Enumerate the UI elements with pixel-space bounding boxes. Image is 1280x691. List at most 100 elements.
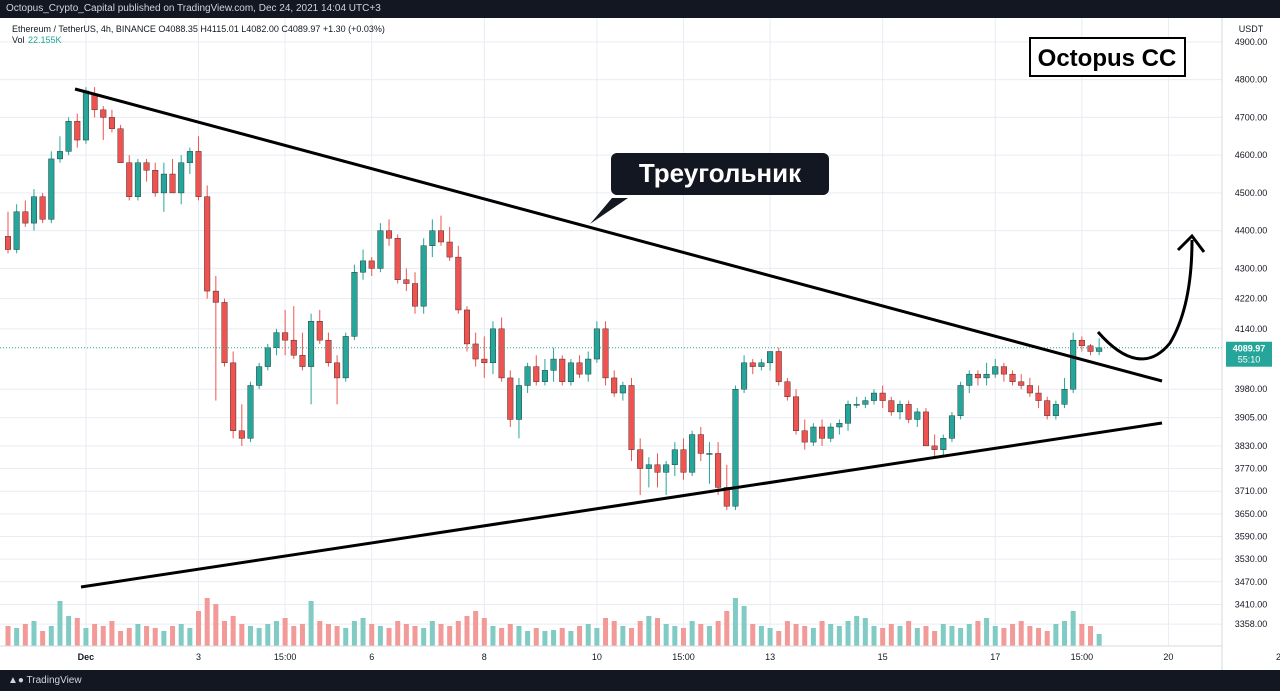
volume-bar	[412, 626, 418, 646]
chart-frame[interactable]: Треугольник Octopus CC Ethereum / Tether…	[0, 18, 1280, 670]
candle	[689, 430, 696, 477]
volume-bar	[603, 618, 609, 646]
volume-bar	[144, 626, 150, 646]
volume-bar	[92, 624, 98, 646]
candle	[940, 434, 947, 458]
candle	[611, 370, 618, 397]
volume-bar	[455, 621, 461, 646]
candle	[749, 359, 756, 375]
volume-bar	[629, 628, 635, 646]
candle	[498, 317, 505, 382]
volume-bar	[992, 626, 998, 646]
candle	[394, 234, 401, 284]
candle	[91, 87, 98, 118]
y-tick-label: 3905.00	[1235, 413, 1268, 423]
candle	[793, 389, 800, 435]
candle	[334, 355, 341, 405]
last-price-value: 4089.97	[1233, 344, 1266, 354]
volume-bar	[1044, 631, 1050, 646]
candle	[65, 117, 72, 156]
volume-bar	[507, 624, 513, 646]
candle	[143, 158, 150, 182]
volume-bar	[5, 626, 11, 646]
candle	[567, 359, 574, 386]
candle	[160, 162, 167, 212]
volume-bar	[447, 626, 453, 646]
volume-bar	[1001, 628, 1007, 646]
volume-bar	[1096, 634, 1102, 646]
price-chart[interactable]: Треугольник Octopus CC Ethereum / Tether…	[0, 18, 1280, 670]
volume-bar	[958, 628, 964, 646]
candle	[879, 385, 886, 409]
symbol-legend: Ethereum / TetherUS, 4h, BINANCE O4088.3…	[12, 24, 385, 34]
x-tick-label: 15	[878, 652, 888, 662]
volume-bar	[923, 626, 929, 646]
grid	[0, 18, 1222, 646]
candle	[186, 147, 193, 175]
candle	[48, 151, 55, 224]
candle	[351, 264, 358, 341]
volume-bar	[975, 621, 981, 646]
candle	[342, 332, 349, 382]
volume-bar	[758, 626, 764, 646]
volume-bar	[265, 624, 271, 646]
footer-bar: ▲● TradingView	[0, 670, 1280, 691]
y-tick-label: 3980.00	[1235, 384, 1268, 394]
candle	[576, 355, 583, 378]
candle	[1026, 377, 1033, 397]
candle	[741, 355, 748, 394]
candle	[1070, 332, 1077, 394]
candle	[4, 211, 11, 254]
candle	[178, 155, 185, 205]
candle	[680, 438, 687, 480]
candle	[1061, 377, 1068, 409]
volume-bar	[1088, 626, 1093, 646]
publish-line: Octopus_Crypto_Capital published on Trad…	[6, 3, 381, 14]
candle	[403, 268, 410, 292]
volume-bar	[698, 624, 704, 646]
volume-bar	[247, 626, 253, 646]
volume-bar	[568, 631, 574, 646]
volume-bar	[1053, 624, 1059, 646]
tradingview-logo: ▲●	[8, 675, 24, 686]
volume-bar	[204, 598, 210, 646]
volume-bar	[551, 630, 557, 646]
volume-bar	[776, 631, 782, 646]
candle	[888, 396, 895, 416]
volume-bar	[914, 628, 920, 646]
candle	[386, 219, 393, 246]
candle	[420, 238, 427, 314]
x-tick-label: 17	[990, 652, 1000, 662]
candle	[1044, 396, 1051, 420]
volume-bar	[369, 624, 375, 646]
candle	[585, 351, 592, 382]
x-axis[interactable]: Dec315:00681015:0013151715:0020222415:00…	[78, 652, 1280, 662]
y-axis[interactable]: 4900.00 4800.00 4700.00 4600.00 4500.00 4400.…	[1235, 37, 1268, 629]
candle	[212, 275, 219, 401]
volume-bar	[836, 626, 842, 646]
volume-bar	[66, 616, 72, 646]
y-tick-label: 4220.00	[1235, 294, 1268, 304]
x-tick-label: 6	[369, 652, 374, 662]
candle	[1052, 400, 1059, 420]
candle	[810, 423, 817, 446]
candle	[559, 355, 566, 386]
candle	[801, 419, 808, 450]
candle	[360, 249, 367, 280]
y-tick-label: 3358.00	[1235, 619, 1268, 629]
candle	[100, 106, 107, 141]
candle	[1096, 338, 1103, 356]
candle	[836, 419, 843, 435]
volume-bar	[559, 628, 565, 646]
volume-bar	[299, 624, 305, 646]
volume-bar	[793, 624, 799, 646]
candle	[732, 385, 739, 511]
candle	[455, 245, 462, 314]
volume-bar	[620, 626, 626, 646]
volume-bar	[273, 621, 279, 646]
volume-bar	[1027, 626, 1033, 646]
volume-bar	[732, 598, 738, 646]
candle	[238, 404, 245, 446]
volume-bar	[1079, 624, 1085, 646]
volume-bar	[464, 616, 470, 646]
